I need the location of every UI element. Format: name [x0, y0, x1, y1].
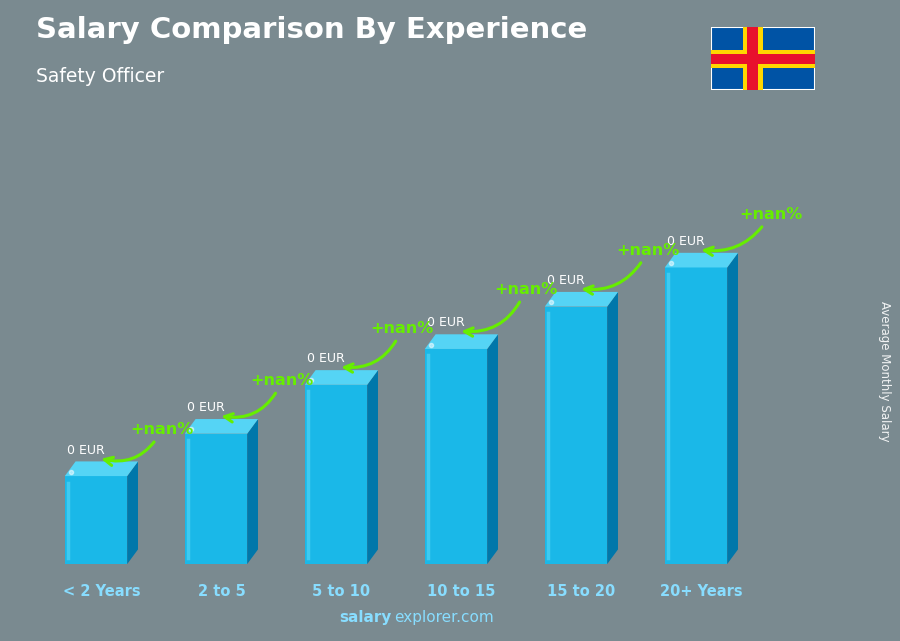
Text: Average Monthly Salary: Average Monthly Salary: [878, 301, 890, 442]
Polygon shape: [305, 370, 378, 385]
Text: +nan%: +nan%: [464, 282, 557, 336]
Text: +nan%: +nan%: [585, 243, 680, 294]
Polygon shape: [544, 306, 608, 564]
Bar: [711, 54, 814, 64]
Text: 5 to 10: 5 to 10: [312, 584, 371, 599]
Text: salary: salary: [339, 610, 392, 625]
Text: 0 EUR: 0 EUR: [547, 274, 585, 287]
Polygon shape: [248, 419, 258, 564]
Bar: [742, 27, 763, 90]
Polygon shape: [544, 292, 618, 306]
Text: 0 EUR: 0 EUR: [68, 444, 105, 456]
Polygon shape: [487, 335, 498, 564]
Text: +nan%: +nan%: [224, 373, 313, 422]
Bar: [711, 50, 814, 68]
Text: explorer.com: explorer.com: [394, 610, 494, 625]
Text: 0 EUR: 0 EUR: [187, 401, 225, 414]
Bar: [747, 27, 758, 90]
Text: 0 EUR: 0 EUR: [307, 353, 345, 365]
Polygon shape: [65, 462, 138, 476]
Polygon shape: [305, 385, 367, 564]
Polygon shape: [665, 253, 738, 267]
Polygon shape: [184, 419, 258, 434]
Text: +nan%: +nan%: [705, 207, 802, 255]
Polygon shape: [65, 476, 127, 564]
Text: 0 EUR: 0 EUR: [667, 235, 705, 248]
Polygon shape: [727, 253, 738, 564]
Text: 0 EUR: 0 EUR: [428, 317, 465, 329]
Text: 20+ Years: 20+ Years: [660, 584, 742, 599]
Polygon shape: [127, 462, 138, 564]
Polygon shape: [425, 349, 487, 564]
Polygon shape: [608, 292, 618, 564]
Text: Salary Comparison By Experience: Salary Comparison By Experience: [36, 16, 587, 44]
Polygon shape: [367, 370, 378, 564]
Text: +nan%: +nan%: [345, 321, 434, 372]
Text: < 2 Years: < 2 Years: [63, 584, 140, 599]
Text: 2 to 5: 2 to 5: [197, 584, 246, 599]
Polygon shape: [425, 335, 498, 349]
Text: 15 to 20: 15 to 20: [547, 584, 616, 599]
Polygon shape: [665, 267, 727, 564]
Text: 10 to 15: 10 to 15: [428, 584, 496, 599]
Polygon shape: [184, 434, 248, 564]
Text: +nan%: +nan%: [104, 422, 194, 465]
Text: Safety Officer: Safety Officer: [36, 67, 164, 87]
